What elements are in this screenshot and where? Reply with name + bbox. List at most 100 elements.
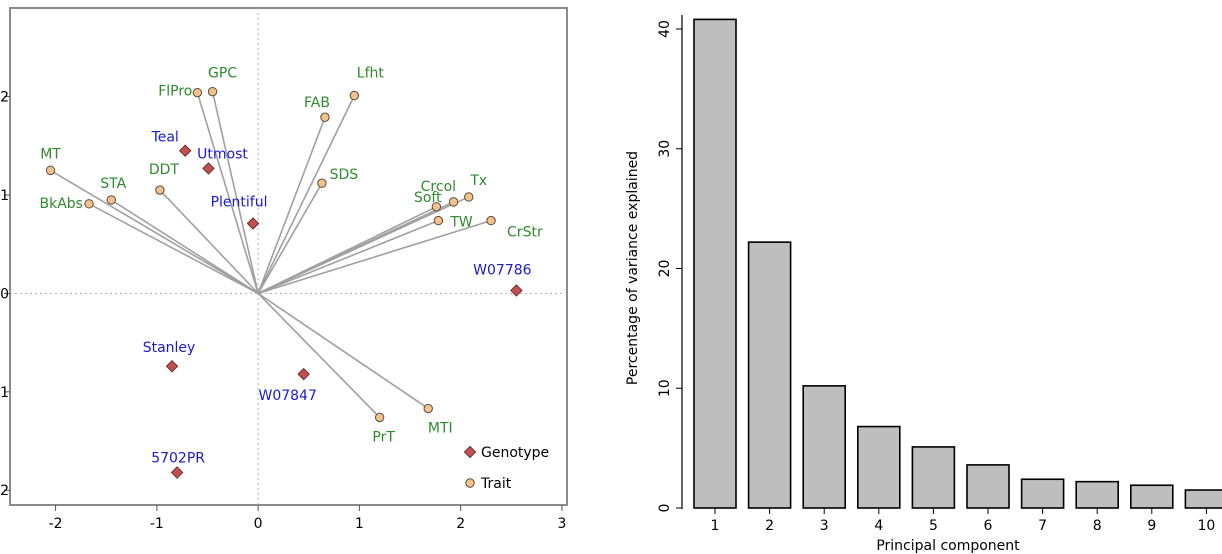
scree-bar [966, 464, 1010, 509]
trait-vector [257, 201, 454, 295]
trait-point [448, 197, 459, 207]
x-tick-label: 1 [355, 516, 364, 532]
scree-y-tick-label: 0 [657, 504, 673, 513]
scree-x-tick-label: 4 [874, 518, 883, 534]
trait-vector [257, 292, 429, 410]
scree-axes: 0 10 20 30 40 1 2 3 4 5 6 7 8 9 10 [657, 15, 1215, 534]
scree-x-tick-label: 2 [765, 518, 774, 534]
x-tick-label: -2 [49, 516, 63, 532]
trait-label: SDS [330, 167, 359, 183]
pca-biplot: GPC FlPro Lfht FAB MT STA BkAbs DDT SDS Crcol Tx So… [0, 7, 568, 532]
scree-x-tick-label: 6 [984, 518, 993, 534]
scree-x-tick-label: 7 [1038, 518, 1047, 534]
scree-bar [911, 446, 956, 509]
legend-genotype-marker [463, 445, 477, 459]
scree-bar [856, 425, 901, 509]
genotype-label: W07847 [258, 388, 316, 404]
trait-point [207, 86, 218, 97]
trait-label: TW [449, 215, 473, 231]
trait-label: Soft [414, 190, 442, 206]
genotype-label: Plentiful [211, 195, 268, 211]
scree-bar [802, 385, 847, 509]
scree-bar [1130, 484, 1174, 509]
trait-label: FlPro [158, 84, 192, 100]
trait-point [423, 403, 433, 414]
genotype-label: W07786 [473, 262, 531, 278]
trait-point [320, 112, 330, 122]
trait-label: DDT [149, 162, 180, 178]
trait-point [192, 87, 203, 98]
legend-trait-marker [465, 478, 475, 488]
trait-vector [257, 95, 356, 294]
trait-label: GPC [208, 66, 237, 82]
trait-point [431, 202, 442, 212]
genotype-point [246, 217, 260, 230]
scree-y-tick-label: 30 [657, 140, 673, 158]
trait-label: Lfht [357, 66, 385, 82]
genotype-label: Stanley [143, 340, 196, 356]
trait-vector [196, 92, 259, 294]
trait-point [317, 178, 327, 188]
x-tick-label: -1 [150, 516, 164, 532]
trait-vector [110, 199, 259, 295]
scree-bar [1075, 480, 1119, 509]
y-tick-label: 2 [0, 90, 9, 106]
trait-point [106, 195, 116, 205]
trait-vector [159, 189, 259, 294]
trait-vector [50, 169, 259, 295]
trait-point [84, 199, 94, 209]
trait-label: PrT [372, 429, 395, 445]
trait-point [486, 215, 496, 226]
scree-y-tick-label: 20 [657, 260, 673, 278]
trait-vector [257, 292, 381, 418]
trait-point [349, 90, 360, 101]
trait-point [433, 215, 444, 226]
scree-bar [693, 18, 737, 509]
trait-label: FAB [304, 95, 330, 111]
legend-label: Trait [480, 476, 512, 492]
genotype-point [178, 144, 192, 157]
genotype-point [297, 367, 310, 381]
genotype-point [202, 162, 215, 175]
trait-vector [88, 203, 259, 295]
genotype-point [510, 284, 523, 297]
trait-label: Tx [469, 173, 487, 189]
scree-x-tick-label: 3 [820, 518, 829, 534]
trait-vector [257, 182, 323, 294]
trait-label: MT [40, 146, 61, 162]
scree-y-axis-label: Percentage of variance explained [625, 151, 641, 385]
scree-bar [1020, 478, 1065, 509]
biplot-frame [9, 7, 568, 506]
y-tick-label: 0 [0, 286, 9, 302]
genotype-point [170, 466, 184, 479]
trait-vector [257, 116, 326, 294]
scree-x-axis-label: Principal component [876, 538, 1020, 554]
scree-bar [747, 241, 792, 509]
trait-points: GPC FlPro Lfht FAB MT STA BkAbs DDT SDS Crcol Tx So… [40, 66, 543, 446]
trait-label: BkAbs [40, 196, 83, 212]
scree-bar-chart: 0 10 20 30 40 1 2 3 4 5 6 7 8 9 10 Principal component… [625, 15, 1222, 554]
trait-vectors [50, 91, 492, 418]
trait-label: MTI [428, 421, 453, 437]
trait-point [464, 192, 474, 202]
biplot-legend: Genotype Trait [463, 445, 549, 492]
y-tick-label: 1 [0, 188, 9, 204]
trait-point [45, 165, 56, 176]
trait-label: Crcol [421, 179, 456, 195]
scree-bars [693, 18, 1222, 509]
genotype-label: Teal [151, 130, 179, 146]
trait-vector [257, 219, 439, 295]
scree-x-tick-label: 5 [929, 518, 938, 534]
trait-label: CrStr [507, 225, 543, 241]
biplot-reference-lines [10, 8, 567, 505]
trait-label: STA [100, 176, 126, 192]
legend-label: Genotype [481, 445, 549, 461]
trait-point [155, 185, 165, 195]
x-tick-label: 0 [254, 516, 263, 532]
scree-x-tick-label: 9 [1147, 518, 1156, 534]
biplot-x-axis: -2 -1 0 1 2 3 [49, 505, 566, 532]
genotype-point [165, 360, 179, 373]
scree-x-tick-label: 1 [711, 518, 720, 534]
genotype-points: Teal Utmost Plentiful W07786 Stanley W07847 57… [143, 130, 532, 479]
